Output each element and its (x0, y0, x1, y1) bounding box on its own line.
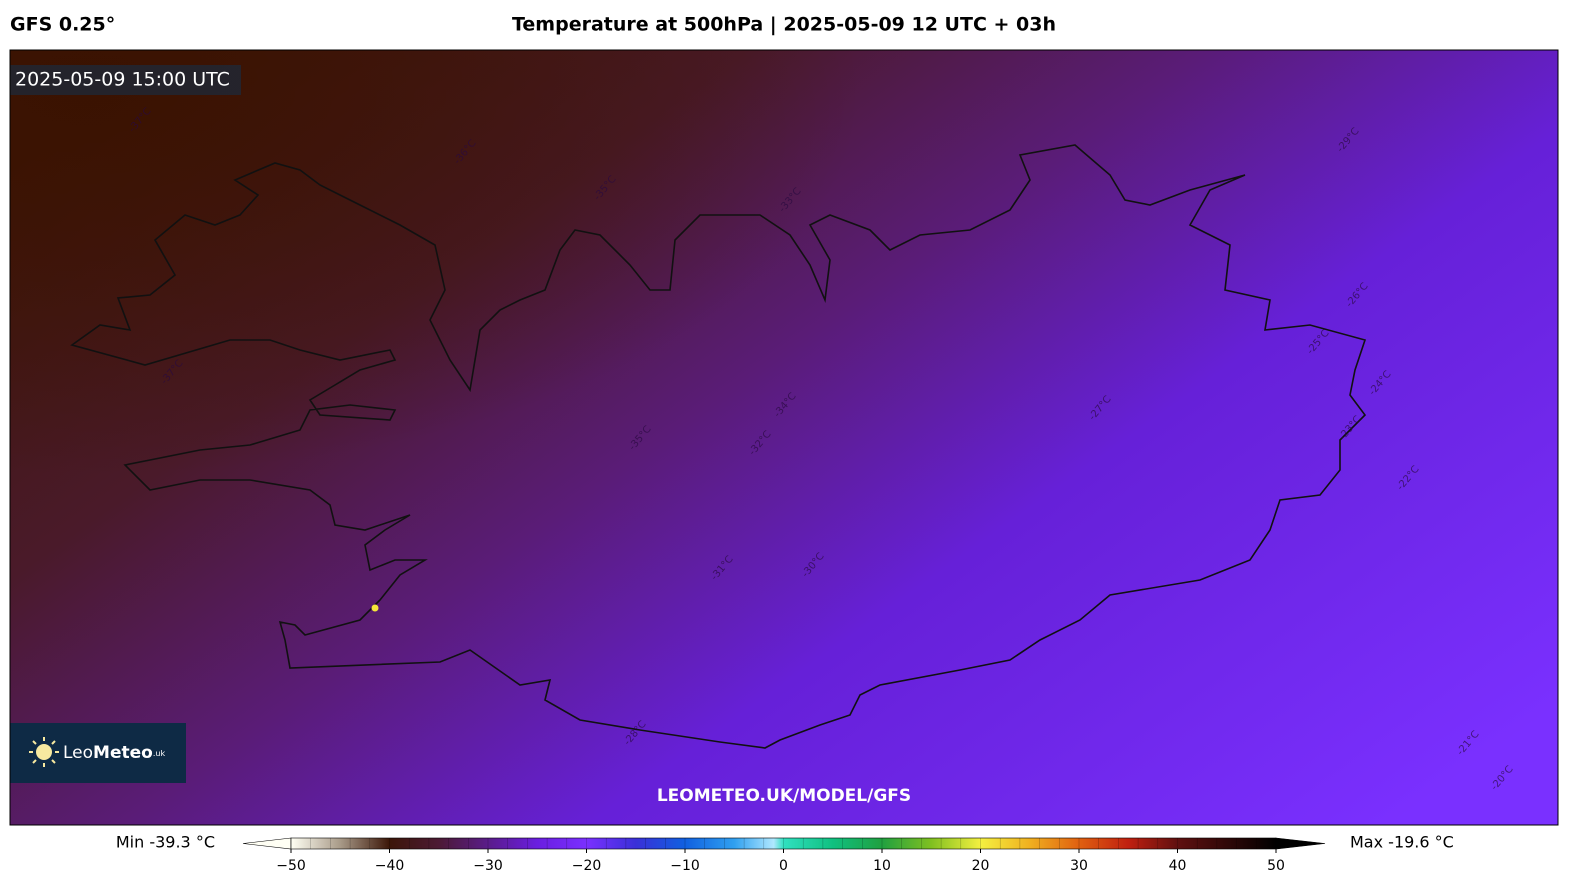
watermark: LEOMETEO.UK/MODEL/GFS (657, 786, 911, 806)
map-frame (9, 49, 1559, 826)
logo-main: Meteo (93, 743, 153, 763)
logo-suffix: .uk (153, 749, 166, 758)
model-name: GFS 0.25° (10, 14, 115, 36)
temperature-field-cold (10, 50, 1558, 825)
colorbar-tick-label: 40 (1169, 858, 1187, 874)
valid-time: 2025-05-09 15:00 UTC (15, 69, 230, 91)
colorbar-tick-label: 30 (1070, 858, 1088, 874)
colorbar-tick-label: −40 (375, 858, 405, 874)
min-label: Min -39.3 °C (116, 833, 215, 852)
logo-prefix: Leo (63, 743, 93, 763)
colorbar-tick-label: 10 (873, 858, 891, 874)
colorbar-tick-label: −10 (670, 858, 700, 874)
colorbar-tick-label: 20 (972, 858, 990, 874)
logo-sun (29, 737, 59, 767)
colorbar-tick-label: 50 (1267, 858, 1285, 874)
title: Temperature at 500hPa | 2025-05-09 12 UT… (512, 14, 1056, 36)
time-box (10, 65, 241, 95)
location-marker (371, 604, 379, 612)
max-label: Max -19.6 °C (1350, 833, 1454, 852)
colorbar: −50 −40 −30 −20 −10 0 10 20 30 40 50 (242, 837, 1326, 874)
colorbar-tick-label: 0 (779, 858, 788, 874)
colorbar-extend-high (1275, 837, 1326, 850)
colorbar-tick-label: −30 (473, 858, 503, 874)
colorbar-extend-low (242, 837, 292, 850)
map: -37°C-37°C-36°C-35°C-35°C-34°C-33°C-31°C… (10, 50, 1558, 825)
colorbar-tick-label: −20 (572, 858, 602, 874)
colorbar-tick-label: −50 (276, 858, 306, 874)
logo-text: LeoMeteo.uk (63, 743, 165, 763)
coastline (70, 144, 1367, 749)
